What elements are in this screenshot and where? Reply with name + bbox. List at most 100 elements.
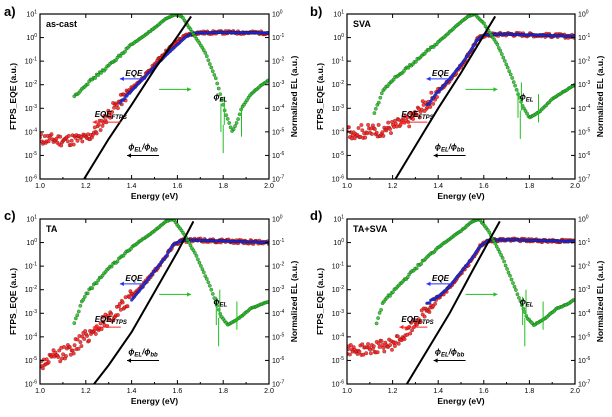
data-point bbox=[380, 130, 385, 135]
ratio-arrow-head bbox=[127, 153, 132, 158]
y-tick-label-exp: -6 bbox=[33, 175, 38, 181]
series-ftpseqe bbox=[347, 30, 575, 141]
data-point bbox=[376, 341, 381, 346]
series-ftpseqe bbox=[40, 236, 269, 371]
data-point bbox=[429, 90, 434, 95]
y2-tick-label-base: 10 bbox=[272, 382, 280, 389]
y2-tick-label-base: 10 bbox=[272, 240, 280, 247]
y2-tick-label-exp: -7 bbox=[280, 380, 285, 386]
y-tick-label-exp: -3 bbox=[33, 104, 38, 110]
label-ratio-part: ϕ bbox=[435, 143, 441, 152]
x-tick-label: 1.4 bbox=[433, 183, 443, 190]
y2-tick-label: 100 bbox=[578, 215, 589, 224]
label-eqe: EQE bbox=[432, 274, 450, 283]
y-tick-label-base: 10 bbox=[25, 311, 33, 318]
y2-tick-label: 10-6 bbox=[578, 356, 590, 365]
data-point bbox=[372, 127, 377, 132]
plot-area bbox=[40, 219, 269, 384]
y2-tick-label-exp: -6 bbox=[280, 356, 285, 362]
y-tick-label: 10-1 bbox=[25, 262, 37, 271]
data-point bbox=[371, 344, 376, 349]
label-eqe-ftps-sub: FTPS bbox=[418, 320, 433, 326]
y2-tick-label-base: 10 bbox=[272, 264, 280, 271]
label-phi-el: ϕEL bbox=[520, 298, 534, 309]
y-tick-label-exp: -4 bbox=[33, 332, 38, 338]
data-point bbox=[56, 355, 61, 360]
x-tick-label: 1.8 bbox=[218, 183, 228, 190]
data-point bbox=[375, 350, 380, 355]
y2-tick-label-exp: -3 bbox=[280, 80, 285, 86]
y2-tick-label-exp: -4 bbox=[280, 309, 285, 315]
y2-tick-label-base: 10 bbox=[578, 153, 586, 160]
x-tick-label: 1.8 bbox=[525, 183, 535, 190]
y2-tick-label: 10-2 bbox=[272, 262, 284, 271]
data-point bbox=[503, 263, 508, 268]
eqe-ftps-arrow-head bbox=[399, 119, 404, 125]
y-tick-label-exp: -6 bbox=[340, 175, 345, 181]
y2-tick-label-base: 10 bbox=[272, 177, 280, 184]
y-tick-label-exp: -2 bbox=[340, 80, 345, 86]
data-point bbox=[366, 342, 371, 347]
y-tick-label-exp: -3 bbox=[340, 104, 345, 110]
eqe-arrow-head bbox=[119, 76, 124, 82]
data-point bbox=[372, 111, 377, 115]
y2-tick-label-base: 10 bbox=[272, 129, 280, 136]
data-point bbox=[123, 96, 127, 100]
y-tick-label: 10-3 bbox=[25, 309, 37, 318]
y2-tick-label-exp: -6 bbox=[586, 356, 591, 362]
x-tick-label: 1.0 bbox=[35, 183, 45, 190]
data-point bbox=[409, 320, 414, 325]
data-point bbox=[208, 283, 212, 288]
y-tick-label-exp: 0 bbox=[34, 33, 37, 39]
data-point bbox=[101, 319, 106, 324]
label-ratio: ϕEL/ϕbb bbox=[435, 348, 465, 359]
x-tick-label: 1.0 bbox=[342, 388, 352, 395]
data-point bbox=[389, 131, 393, 136]
y-tick-label-base: 10 bbox=[332, 177, 340, 184]
data-point bbox=[96, 73, 101, 77]
data-point bbox=[499, 52, 504, 56]
y2-tick-label: 10-2 bbox=[272, 57, 284, 66]
data-point bbox=[98, 321, 103, 326]
data-point bbox=[107, 317, 112, 322]
label-ratio-part: bb bbox=[150, 148, 158, 154]
x-tick-label: 1.2 bbox=[81, 183, 91, 190]
data-point bbox=[59, 143, 64, 148]
data-point bbox=[391, 77, 396, 82]
y2-tick-label: 10-5 bbox=[578, 332, 590, 341]
y-tick-label-base: 10 bbox=[332, 334, 340, 341]
data-point bbox=[224, 113, 229, 118]
y2-tick-label: 10-4 bbox=[578, 104, 590, 113]
data-point bbox=[379, 91, 384, 96]
data-point bbox=[500, 256, 505, 260]
data-point bbox=[513, 83, 517, 88]
data-point bbox=[115, 313, 120, 317]
y2-tick-label: 100 bbox=[578, 10, 589, 19]
ratio-arrow-head bbox=[433, 358, 438, 363]
y2-tick-label-exp: -5 bbox=[280, 332, 285, 338]
y-tick-label: 10-5 bbox=[25, 151, 37, 160]
data-point bbox=[109, 264, 114, 269]
label-ratio-part: /ϕ bbox=[141, 348, 150, 357]
label-eqe-ftps-main: EQE bbox=[95, 315, 113, 324]
y2-tick-label-base: 10 bbox=[272, 59, 280, 66]
eqe-arrow-head bbox=[426, 76, 431, 82]
y2-tick-label: 10-4 bbox=[578, 309, 590, 318]
x-axis-title: Energy (eV) bbox=[437, 396, 484, 406]
panel-title: TA+SVA bbox=[353, 224, 388, 234]
data-point bbox=[62, 345, 66, 349]
data-point bbox=[66, 133, 71, 138]
x-tick-label: 1.2 bbox=[388, 388, 398, 395]
y-tick-label-exp: -4 bbox=[340, 332, 345, 338]
y2-tick-label-exp: -3 bbox=[586, 285, 591, 291]
y2-tick-label: 100 bbox=[272, 215, 283, 224]
data-point bbox=[405, 115, 410, 120]
data-point bbox=[72, 343, 77, 348]
data-point bbox=[396, 341, 401, 346]
y2-tick-label-exp: -4 bbox=[586, 309, 591, 315]
data-point bbox=[496, 46, 501, 50]
data-point bbox=[388, 343, 393, 348]
